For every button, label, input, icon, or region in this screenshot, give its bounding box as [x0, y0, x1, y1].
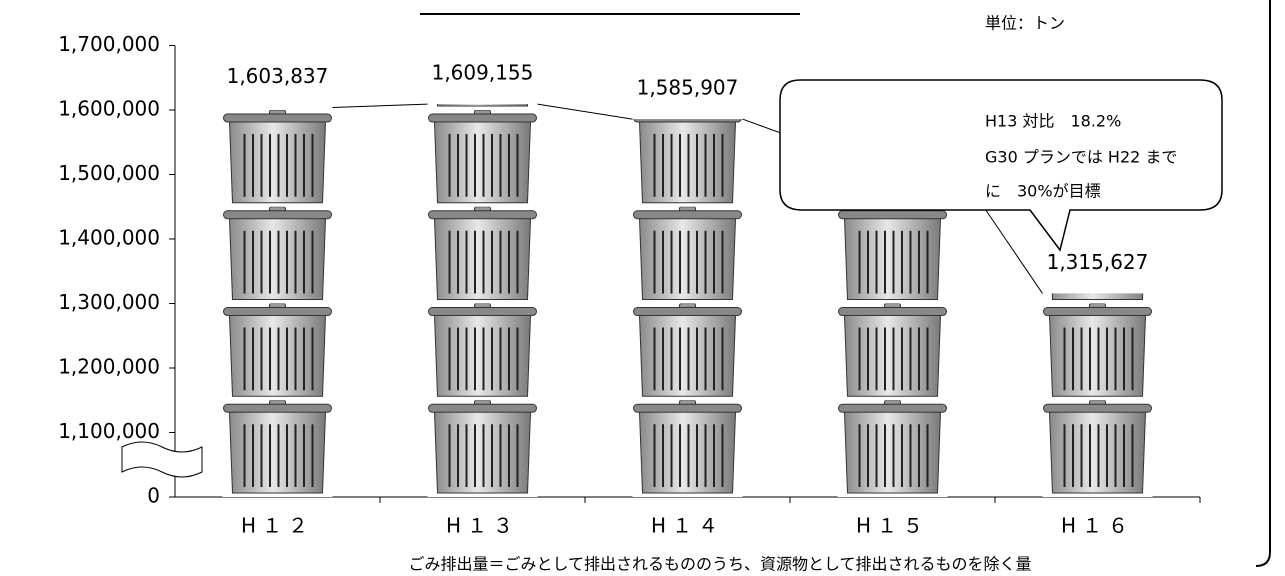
x-tick-label: H１６ — [1061, 514, 1134, 538]
callout-line: G30 プランでは H22 まで — [985, 148, 1177, 167]
x-tick-label: H１２ — [241, 514, 314, 538]
y-tick-label: 1,700,000 — [58, 32, 160, 56]
bar — [427, 104, 538, 497]
bar — [1042, 293, 1153, 497]
frame — [1255, 0, 1271, 567]
callout-line: H13 対比 18.2% — [985, 112, 1121, 131]
y-tick-label: 0 — [147, 484, 160, 508]
trend-connector — [537, 103, 633, 120]
value-label: 1,585,907 — [637, 76, 739, 100]
y-tick-label: 1,500,000 — [58, 161, 160, 185]
value-label: 1,315,627 — [1047, 250, 1149, 274]
value-label: 1,609,155 — [432, 61, 534, 85]
value-label: 1,603,837 — [227, 64, 329, 88]
x-tick-label: H１３ — [446, 514, 519, 538]
bar — [222, 107, 333, 497]
y-tick-label: 1,100,000 — [58, 419, 160, 443]
y-tick-label: 1,600,000 — [58, 97, 160, 121]
y-tick-label: 1,400,000 — [58, 226, 160, 250]
footnote: ごみ排出量＝ごみとして排出されるもののうち、資源物として排出されるものを除く量 — [408, 555, 1031, 574]
y-tick-label: 1,300,000 — [58, 290, 160, 314]
unit-label: 単位：トン — [985, 14, 1065, 33]
callout-bubble — [779, 79, 1223, 252]
bar — [837, 153, 948, 498]
axis-break — [121, 441, 203, 478]
bar — [632, 119, 743, 497]
x-tick-label: H１５ — [856, 514, 929, 538]
y-tick-label: 1,200,000 — [58, 355, 160, 379]
x-tick-label: H１４ — [651, 514, 724, 538]
trend-connector — [332, 103, 428, 109]
callout-line: に 30%が目標 — [985, 182, 1101, 201]
